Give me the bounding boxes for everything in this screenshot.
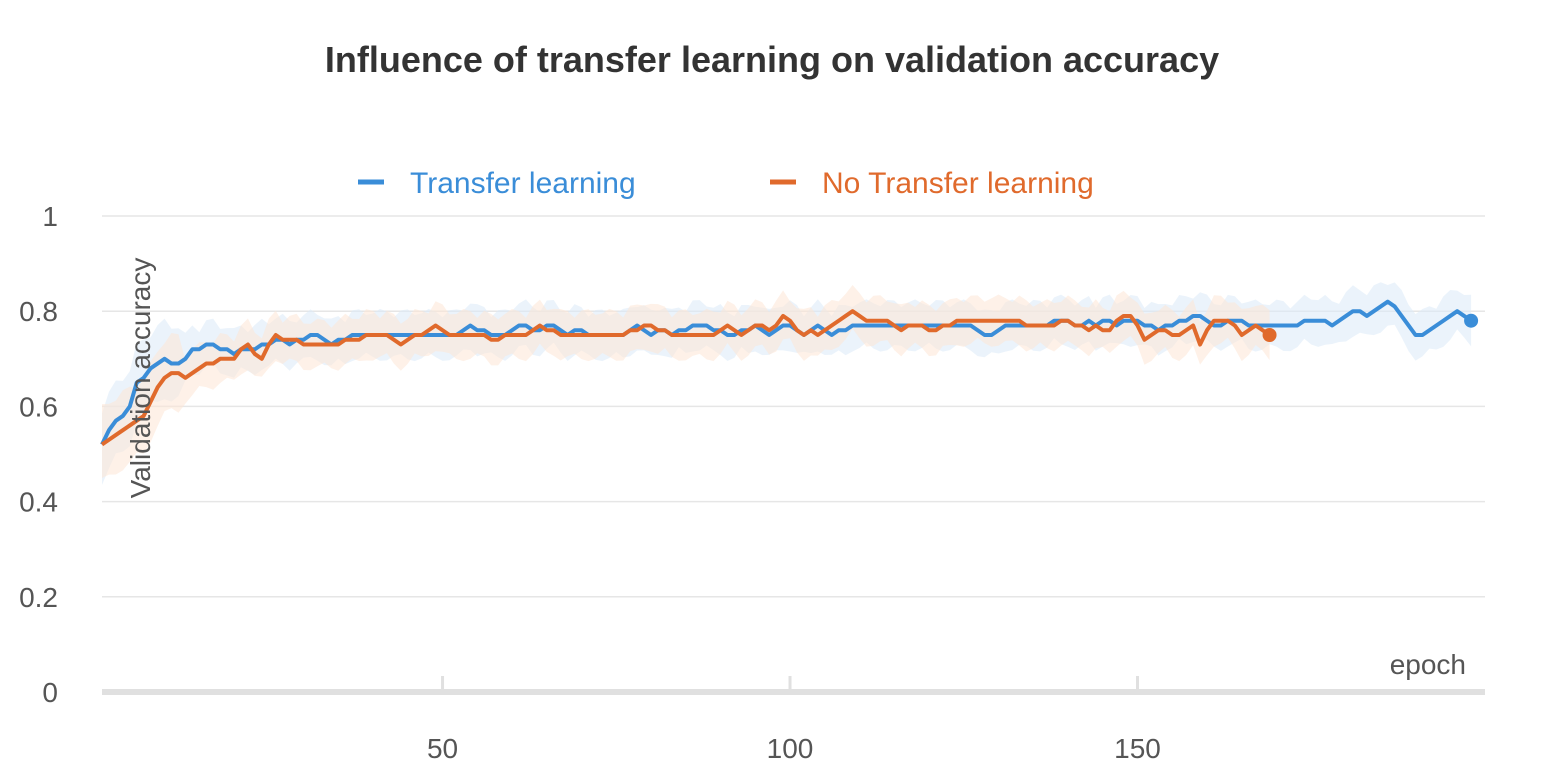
x-tick-label: 100 — [767, 733, 814, 764]
y-axis-tick-labels: 0 0.2 0.4 0.6 0.8 1 — [19, 201, 58, 708]
series-lines — [100, 299, 1473, 447]
x-axis-label: epoch — [1390, 649, 1466, 680]
legend-label-1: No Transfer learning — [822, 167, 1094, 200]
y-tick-label: 0 — [42, 677, 58, 708]
y-tick-label: 0.4 — [19, 487, 58, 518]
x-tick-label: 50 — [427, 733, 458, 764]
confidence-bands — [102, 282, 1472, 485]
series-endpoint-0 — [1464, 313, 1479, 328]
y-tick-label: 1 — [42, 201, 58, 232]
grid-lines — [102, 215, 1485, 598]
y-tick-label: 0.2 — [19, 582, 58, 613]
y-tick-label: 0.8 — [19, 296, 58, 327]
series-endpoints — [1262, 313, 1479, 342]
confidence-band-1 — [102, 285, 1270, 478]
x-axis-ticks: 50 100 150 — [102, 676, 1485, 764]
legend: Transfer learning No Transfer learning — [358, 167, 1094, 200]
y-tick-label: 0.6 — [19, 391, 58, 422]
legend-item-1[interactable]: No Transfer learning — [770, 167, 1094, 200]
y-axis-label: Validation accuracy — [125, 258, 156, 499]
series-endpoint-1 — [1262, 328, 1277, 342]
series-line-1 — [100, 309, 1271, 447]
legend-item-0[interactable]: Transfer learning — [358, 167, 636, 200]
legend-label-0: Transfer learning — [410, 167, 636, 200]
chart-title: Influence of transfer learning on valida… — [325, 39, 1219, 80]
x-tick-label: 150 — [1114, 733, 1161, 764]
